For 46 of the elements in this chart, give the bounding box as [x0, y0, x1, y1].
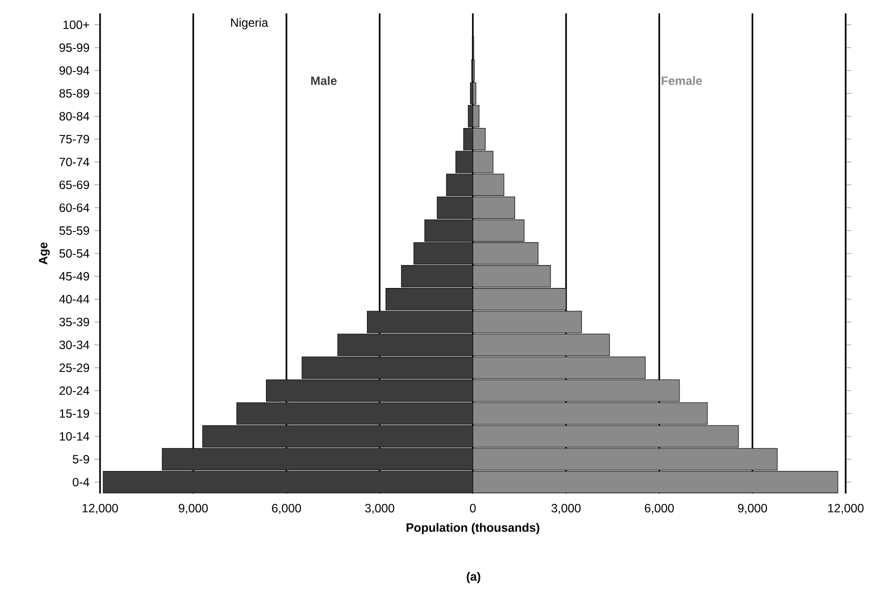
x-tick-label: 3,000	[365, 504, 394, 514]
x-tick-label: 0	[470, 504, 476, 513]
bar	[424, 220, 474, 242]
y-tick-label: 0-4	[72, 478, 90, 487]
y-tick-label: 15-19	[60, 409, 90, 418]
x-tick-label: 6,000	[272, 504, 301, 514]
y-tick-label: 25-29	[60, 364, 90, 372]
y-tick-label: 5-9	[72, 455, 90, 464]
chart-title: Nigeria	[231, 18, 268, 30]
text: Male	[311, 76, 337, 86]
bar	[366, 311, 474, 334]
y-tick-label: 70-74	[60, 158, 90, 166]
bar	[472, 402, 708, 425]
y-tick-label: 75-79	[60, 135, 90, 144]
text: Female	[662, 76, 702, 86]
y-tick-label: 95-99	[60, 44, 90, 52]
y-tick-label: 100+	[64, 20, 90, 30]
bar	[472, 220, 524, 242]
bar	[472, 311, 582, 334]
x-tick-label: 9,000	[178, 504, 208, 514]
y-tick-label: 45-49	[59, 272, 90, 281]
bar	[472, 242, 538, 265]
y-tick-label: 30-34	[59, 340, 90, 350]
y-tick-label: 10-14	[60, 432, 90, 441]
x-tick-label: 12,000	[82, 504, 118, 514]
x-axis-title: Population (thousands)	[406, 523, 540, 534]
x-tick-label: 9,000	[738, 504, 768, 514]
y-tick-label: 90-94	[60, 66, 90, 75]
y-tick-label: 40-44	[59, 295, 90, 304]
y-tick-label: 65-69	[60, 180, 90, 190]
bar	[236, 402, 474, 425]
y-tick-label: 60-64	[60, 204, 90, 212]
y-tick-label: 35-39	[59, 318, 90, 327]
y-tick-label: 55-59	[59, 226, 90, 236]
text: (a)	[466, 572, 480, 584]
x-tick-label: 6,000	[644, 504, 674, 514]
x-tick-label: 3,000	[551, 504, 581, 514]
bar	[414, 242, 474, 265]
y-tick-label: 85-89	[59, 89, 90, 98]
y-tick-label: 20-24	[60, 386, 90, 396]
y-tick-label: 80-84	[59, 112, 90, 121]
bar	[472, 151, 494, 174]
y-tick-label: 50-54	[59, 249, 90, 258]
bar	[455, 151, 474, 174]
x-tick-label: 12,000	[828, 504, 864, 514]
y-axis-title: Age	[38, 242, 50, 265]
